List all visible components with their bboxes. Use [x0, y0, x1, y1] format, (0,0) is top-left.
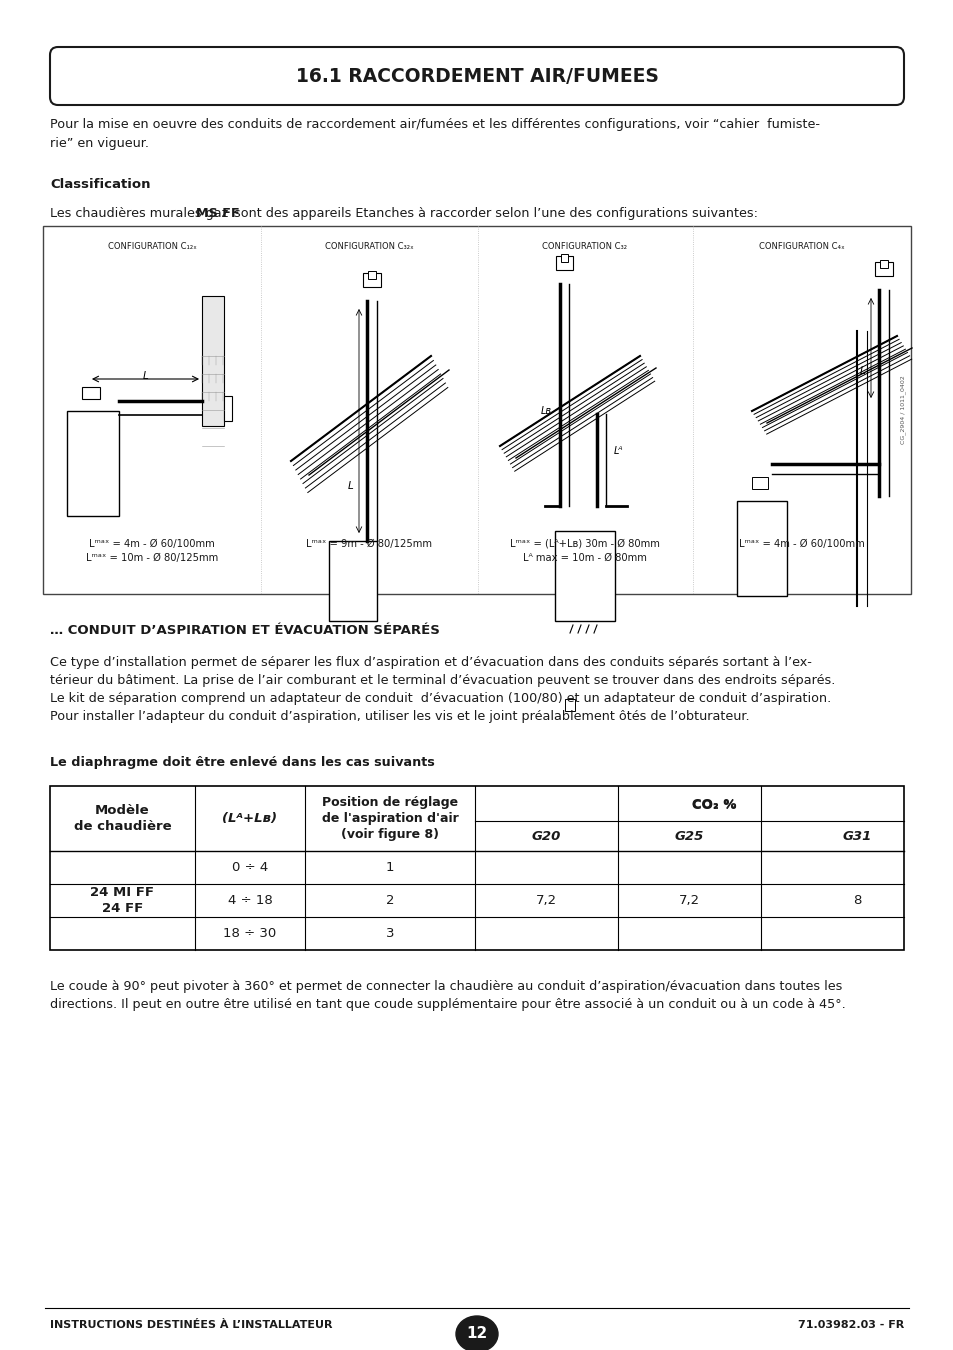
Bar	[368, 271, 375, 279]
Text: Lᵐᵃˣ = 4m - Ø 60/100mm
Lᵐᵃˣ = 10m - Ø 80/125mm: Lᵐᵃˣ = 4m - Ø 60/100mm Lᵐᵃˣ = 10m - Ø 80…	[86, 539, 218, 563]
Text: sont des appareils Etanches à raccorder selon l’une des configurations suivantes: sont des appareils Etanches à raccorder …	[230, 207, 758, 220]
Text: Position de réglage
de l'aspiration d'air
(voir figure 8): Position de réglage de l'aspiration d'ai…	[321, 796, 457, 841]
Text: Le coude à 90° peut pivoter à 360° et permet de connecter la chaudière au condui: Le coude à 90° peut pivoter à 360° et pe…	[50, 980, 845, 1011]
Bar	[363, 273, 380, 288]
Text: 8: 8	[852, 894, 861, 907]
Text: CONFIGURATION C₃₂: CONFIGURATION C₃₂	[542, 242, 627, 251]
Bar	[560, 254, 567, 262]
Text: CONFIGURATION C₁₂ₓ: CONFIGURATION C₁₂ₓ	[108, 242, 196, 251]
Bar	[67, 410, 119, 516]
Text: Classification: Classification	[50, 178, 151, 190]
Bar	[555, 531, 615, 621]
Text: … CONDUIT D’ASPIRATION ET ÉVACUATION SÉPARÉS: … CONDUIT D’ASPIRATION ET ÉVACUATION SÉP…	[50, 624, 439, 637]
Text: 7,2: 7,2	[679, 894, 700, 907]
Text: CO₂ %: CO₂ %	[692, 798, 736, 810]
Bar	[737, 501, 786, 595]
Text: 7,2: 7,2	[536, 894, 557, 907]
Text: CG_2904 / 1011_0402: CG_2904 / 1011_0402	[900, 375, 905, 444]
Text: 3: 3	[385, 927, 394, 940]
Ellipse shape	[456, 1316, 497, 1350]
Bar	[329, 541, 376, 621]
Text: L: L	[348, 481, 354, 491]
Text: Les chaudières murales gaz: Les chaudières murales gaz	[50, 207, 232, 220]
Bar	[879, 261, 887, 269]
Text: Lᴬ: Lᴬ	[614, 446, 623, 456]
Text: 4 ÷ 18: 4 ÷ 18	[228, 894, 273, 907]
Bar	[556, 256, 573, 270]
Bar	[82, 387, 100, 400]
Text: CONFIGURATION C₃₂ₓ: CONFIGURATION C₃₂ₓ	[324, 242, 413, 251]
Text: Lᵐᵃˣ = (Lᴬ+Lʙ) 30m - Ø 80mm
Lᴬ max = 10m - Ø 80mm: Lᵐᵃˣ = (Lᴬ+Lʙ) 30m - Ø 80mm Lᴬ max = 10m…	[510, 539, 659, 563]
Text: 12: 12	[466, 1327, 487, 1342]
Bar	[224, 396, 232, 421]
Text: 24 MI FF
24 FF: 24 MI FF 24 FF	[91, 886, 154, 915]
Text: Lᵐᵃˣ = 9m - Ø 80/125mm: Lᵐᵃˣ = 9m - Ø 80/125mm	[306, 539, 432, 549]
Text: 16.1 RACCORDEMENT AIR/FUMEES: 16.1 RACCORDEMENT AIR/FUMEES	[295, 66, 658, 85]
Text: Modèle
de chaudière: Modèle de chaudière	[73, 803, 172, 833]
Text: Lʙ: Lʙ	[540, 406, 551, 416]
Bar	[751, 477, 767, 489]
Text: CO₂ %: CO₂ %	[692, 799, 736, 811]
Text: G25: G25	[674, 829, 703, 842]
Bar	[43, 225, 910, 594]
Text: INSTRUCTIONS DESTINÉES À L’INSTALLATEUR: INSTRUCTIONS DESTINÉES À L’INSTALLATEUR	[50, 1320, 333, 1330]
Text: Pour la mise en oeuvre des conduits de raccordement air/fumées et les différente: Pour la mise en oeuvre des conduits de r…	[50, 117, 820, 150]
Bar	[874, 262, 892, 275]
Text: G31: G31	[841, 829, 871, 842]
Bar	[202, 296, 224, 427]
Text: Lᵐᵃˣ = 4m - Ø 60/100mm: Lᵐᵃˣ = 4m - Ø 60/100mm	[739, 539, 864, 549]
Text: CONFIGURATION C₄ₓ: CONFIGURATION C₄ₓ	[759, 242, 844, 251]
Text: 0 ÷ 4: 0 ÷ 4	[232, 861, 268, 873]
Text: Le diaphragme doit être enlevé dans les cas suivants: Le diaphragme doit être enlevé dans les …	[50, 756, 435, 770]
Bar	[50, 786, 903, 950]
Text: L: L	[143, 371, 149, 381]
Text: L: L	[860, 366, 865, 377]
Text: 18 ÷ 30: 18 ÷ 30	[223, 927, 276, 940]
Bar	[564, 699, 575, 711]
Text: (⁠Lᴬ+Lʙ⁠): (⁠Lᴬ+Lʙ⁠)	[222, 811, 277, 825]
FancyBboxPatch shape	[50, 47, 903, 105]
Text: MS FF: MS FF	[195, 207, 239, 220]
Text: Ce type d’installation permet de séparer les flux d’aspiration et d’évacuation d: Ce type d’installation permet de séparer…	[50, 656, 835, 724]
Text: 1: 1	[385, 861, 394, 873]
Text: 71.03982.03 - FR: 71.03982.03 - FR	[797, 1320, 903, 1330]
Text: 2: 2	[385, 894, 394, 907]
Text: G20: G20	[531, 829, 560, 842]
